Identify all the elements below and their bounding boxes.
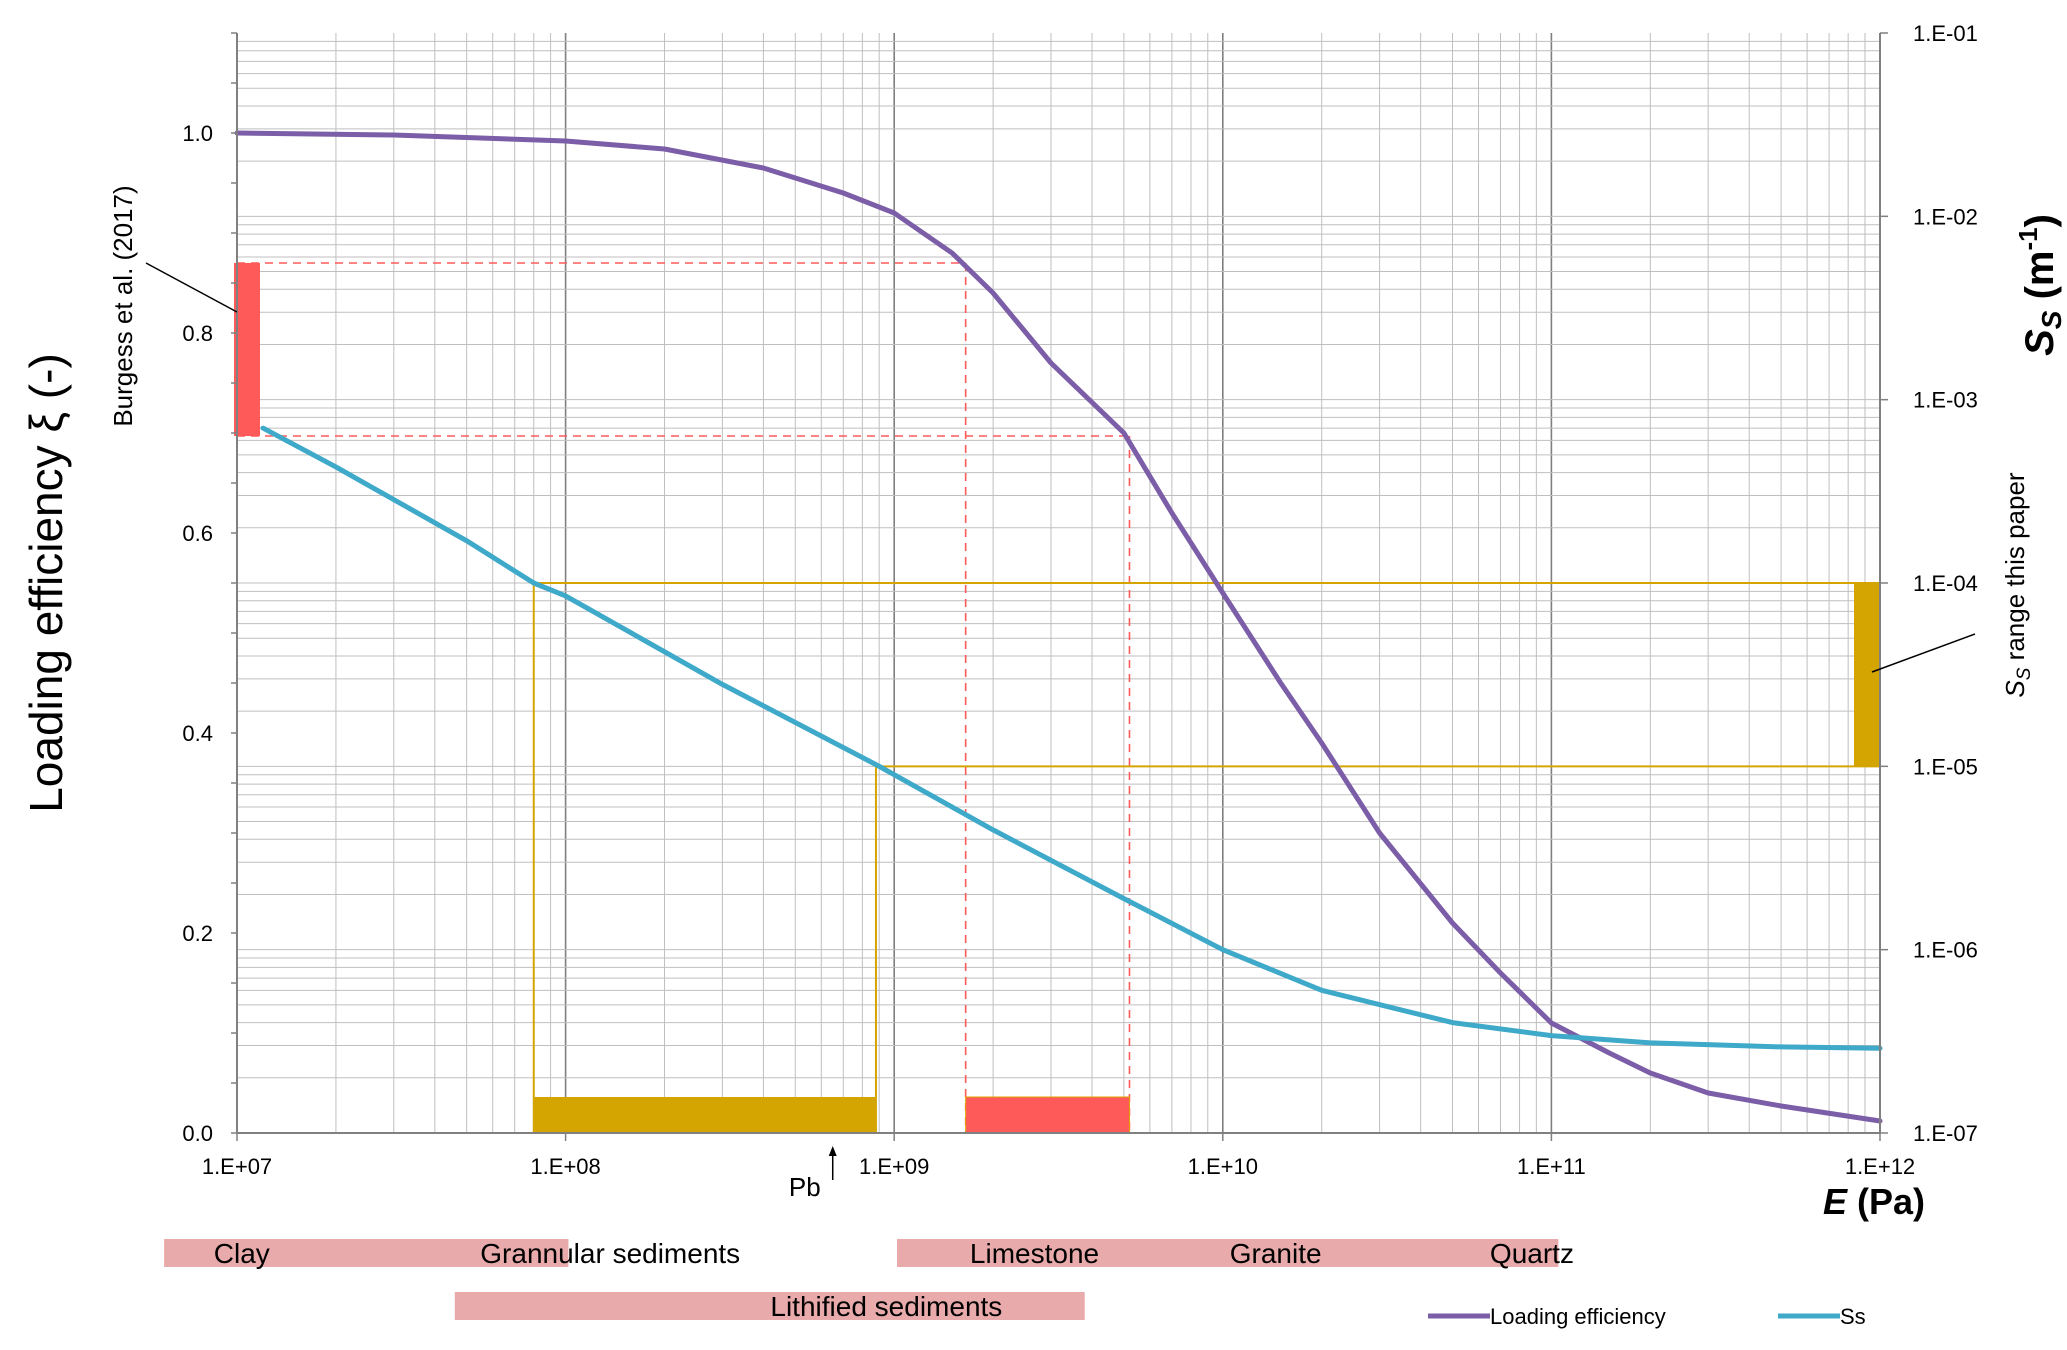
- y-tick-label: 0.4: [182, 721, 213, 746]
- y2-tick-label: 1.E-06: [1913, 938, 1978, 963]
- ss-e-range-bar: [533, 1097, 876, 1133]
- y-tick-label: 0.2: [182, 921, 213, 946]
- y-axis-title-part: Loading efficiency: [20, 433, 72, 813]
- y2-tick-label: 1.E-05: [1913, 754, 1978, 779]
- material-band-label: Clay: [214, 1238, 270, 1269]
- y-tick-label: 0.6: [182, 521, 213, 546]
- legend: Loading efficiency Ss: [1428, 1304, 1866, 1329]
- material-band-label: Limestone: [970, 1238, 1099, 1269]
- y2-axis-title-part: S: [2018, 329, 2062, 356]
- y-tick-label: 0.8: [182, 321, 213, 346]
- material-band-label: Granite: [1230, 1238, 1322, 1269]
- material-band-label: Lithified sediments: [770, 1291, 1002, 1322]
- burgess-label: Burgess et al. (2017): [108, 185, 138, 426]
- burgess-e-range-bar: [965, 1096, 1130, 1134]
- annotations: [234, 262, 1880, 1134]
- y2-axis-title-part: -1: [2013, 227, 2043, 250]
- y-axis-title: Loading efficiency ξ (-): [20, 353, 72, 813]
- x-axis-title-part: (Pa): [1847, 1181, 1925, 1222]
- y2-axis-title-part: ): [2018, 214, 2062, 227]
- y-axis-title-part: ξ: [20, 412, 72, 433]
- pb-arrow-head: [828, 1146, 837, 1156]
- burgess-range-bar: [234, 263, 260, 436]
- ss-range-label-part: range this paper: [2000, 472, 2030, 667]
- series-layer: [234, 130, 1883, 1124]
- material-band: [164, 1239, 569, 1267]
- material-bands: Clay Grannular sediments Limestone Granite Q…: [164, 1238, 1574, 1322]
- y-tick-label: 0.0: [182, 1121, 213, 1146]
- ss-range-label: SS range this paper: [2000, 472, 2035, 698]
- x-tick-label: 1.E+08: [530, 1154, 600, 1179]
- y2-axis-title-part: (m: [2018, 251, 2062, 311]
- x-axis-title-part: E: [1823, 1181, 1848, 1222]
- y2-tick-label: 1.E-03: [1913, 388, 1978, 413]
- ss-range-label-part: S: [2000, 680, 2030, 698]
- y2-tick-label: 1.E-01: [1913, 21, 1978, 46]
- material-band: [454, 1292, 1085, 1320]
- y2-tick-label: 1.E-04: [1913, 571, 1978, 596]
- x-tick-label: 1.E+09: [859, 1154, 929, 1179]
- ss-range-leader-line: [1871, 633, 1976, 673]
- y2-axis-title: SS (m-1): [2013, 214, 2067, 356]
- y2-tick-label: 1.E-02: [1913, 204, 1978, 229]
- series-line-loading-efficiency: [234, 130, 1883, 1124]
- ss-range-label-part: S: [2014, 667, 2035, 680]
- legend-label: Ss: [1840, 1304, 1866, 1329]
- x-tick-label: 1.E+12: [1845, 1154, 1915, 1179]
- axes: 0.0 0.2 0.4 0.6 0.8 1.0 1.E-01 1.E-02 1.E-03 1.E-…: [20, 21, 2067, 1222]
- series-line-ss: [260, 425, 1883, 1051]
- pb-label: Pb: [789, 1172, 821, 1202]
- y-axis-title-part: (-): [20, 353, 72, 412]
- ss-range-bar: [1854, 583, 1880, 767]
- material-band-label: Quartz: [1490, 1238, 1574, 1269]
- y-tick-label: 1.0: [182, 121, 213, 146]
- material-band: [897, 1239, 1559, 1267]
- x-tick-label: 1.E+07: [202, 1154, 272, 1179]
- y2-tick-label: 1.E-07: [1913, 1121, 1978, 1146]
- x-tick-label: 1.E+10: [1188, 1154, 1258, 1179]
- x-tick-label: 1.E+11: [1517, 1154, 1586, 1179]
- burgess-leader-line: [145, 262, 238, 313]
- legend-label: Loading efficiency: [1490, 1304, 1666, 1329]
- x-axis-title: E (Pa): [1823, 1181, 1925, 1222]
- y2-axis-title-part: S: [2036, 310, 2067, 329]
- material-band-label: Grannular sediments: [480, 1238, 740, 1269]
